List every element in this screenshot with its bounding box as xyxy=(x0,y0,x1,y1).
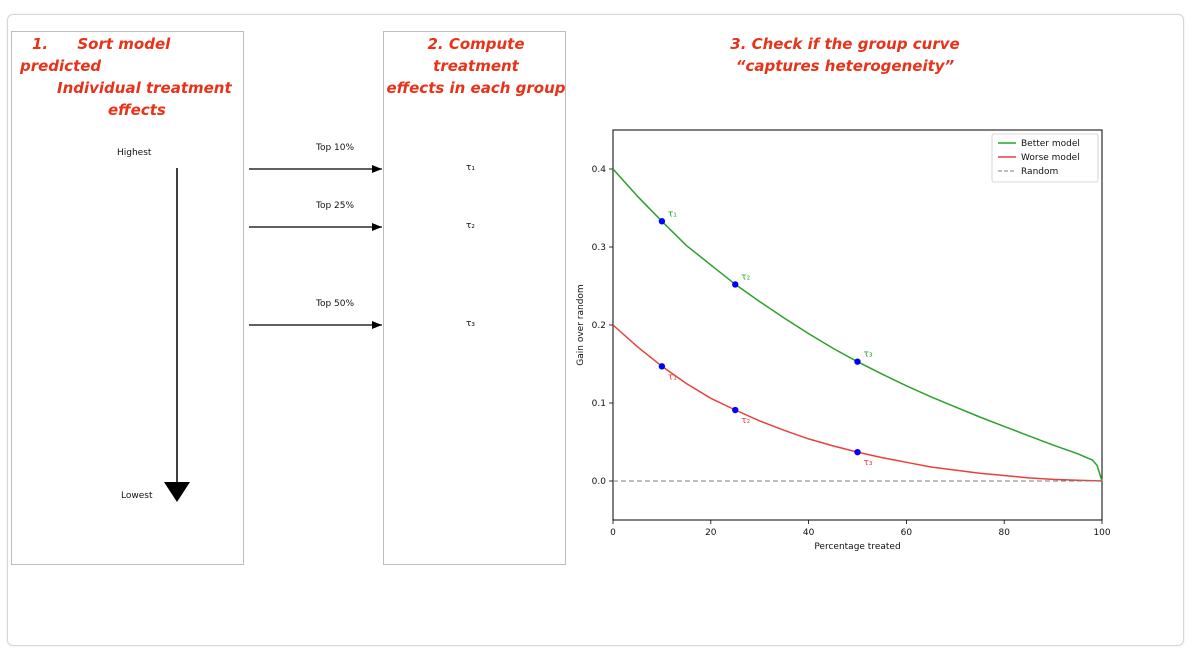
group-point-label: τ₁ xyxy=(668,372,677,382)
group-label-top25: Top 25% xyxy=(315,201,355,211)
group-point xyxy=(732,406,739,414)
x-tick-label: 100 xyxy=(1093,528,1110,538)
y-tick-label: 0.0 xyxy=(592,477,607,487)
group-point xyxy=(658,218,666,225)
step2-line2: effects in each group xyxy=(386,79,566,97)
plot-frame xyxy=(612,129,1103,521)
step3-title: 3. Check if the group curve “captures he… xyxy=(660,33,1030,77)
step1-line3: effects xyxy=(108,101,166,119)
group-point-label: τ₂ xyxy=(741,272,750,282)
y-tick-label: 0.2 xyxy=(592,321,606,331)
x-axis-label: Percentage treated xyxy=(814,542,900,552)
legend-label: Better model xyxy=(1021,139,1080,149)
group-tau-1: τ₁ xyxy=(466,163,475,173)
sort-panel xyxy=(11,31,244,565)
step1-line1-text: Sort model predicted xyxy=(20,35,171,75)
group-label-top10: Top 10% xyxy=(315,143,355,153)
chart-markers: τ₁ τ₂ τ₃ τ₁ τ₂ τ₃ xyxy=(658,209,873,468)
chart-legend: Better model Worse model Random xyxy=(991,133,1099,183)
step1-title: 1. Sort model predicted Individual treat… xyxy=(20,33,245,121)
group-point xyxy=(854,448,861,456)
y-axis-label: Gain over random xyxy=(576,284,586,365)
ranking-diagram: Top 10% Top 25% Top 50% τ₁ τ₂ τ₃ xyxy=(164,143,475,502)
chart-series xyxy=(612,168,1103,482)
series-line-better-model xyxy=(612,168,1103,482)
step3-line2: “captures heterogeneity” xyxy=(735,57,955,75)
group-tau-2: τ₂ xyxy=(466,221,475,231)
step1-line2: Individual treatment xyxy=(57,79,232,97)
step2-title: 2. Compute treatment effects in each gro… xyxy=(386,33,566,99)
y-tick-label: 0.1 xyxy=(592,399,606,409)
step1-number: 1. xyxy=(32,35,49,53)
y-tick-label: 0.3 xyxy=(592,243,606,253)
group-point xyxy=(658,363,666,370)
chart-axes: 0 20 40 60 80 100 0.0 0.1 0.2 0.3 0.4 xyxy=(592,129,1111,538)
group-point-label: τ₁ xyxy=(668,209,677,219)
legend-label: Worse model xyxy=(1021,153,1080,163)
x-tick-label: 0 xyxy=(610,528,616,538)
group-point xyxy=(854,358,861,365)
group-point-label: τ₃ xyxy=(864,350,873,360)
lowest-label: Lowest xyxy=(121,491,153,501)
x-tick-label: 20 xyxy=(705,528,717,538)
series-line-worse-model xyxy=(612,324,1103,482)
highest-label: Highest xyxy=(117,148,152,158)
group-point-label: τ₃ xyxy=(864,458,873,468)
group-point xyxy=(732,281,739,288)
group-effects-panel xyxy=(383,31,566,565)
y-tick-label: 0.4 xyxy=(592,165,607,175)
gain-chart: 0 20 40 60 80 100 0.0 0.1 0.2 0.3 0.4 τ₁ τ₂ τ₃ τ₁ τ₂ τ₃… xyxy=(576,129,1111,552)
step3-line1: 3. Check if the group curve xyxy=(730,35,960,53)
step2-line1: 2. Compute treatment xyxy=(427,35,525,75)
step1-line1: 1. Sort model predicted xyxy=(20,33,245,77)
group-tau-3: τ₃ xyxy=(466,319,475,329)
x-tick-label: 60 xyxy=(901,528,913,538)
group-point-label: τ₂ xyxy=(741,416,750,426)
slide-frame xyxy=(7,14,1184,646)
ranking-arrow-head xyxy=(164,482,190,502)
group-label-top50: Top 50% xyxy=(315,299,355,309)
legend-label: Random xyxy=(1021,167,1058,177)
x-tick-label: 80 xyxy=(998,528,1010,538)
x-tick-label: 40 xyxy=(803,528,815,538)
legend-box xyxy=(991,133,1099,183)
